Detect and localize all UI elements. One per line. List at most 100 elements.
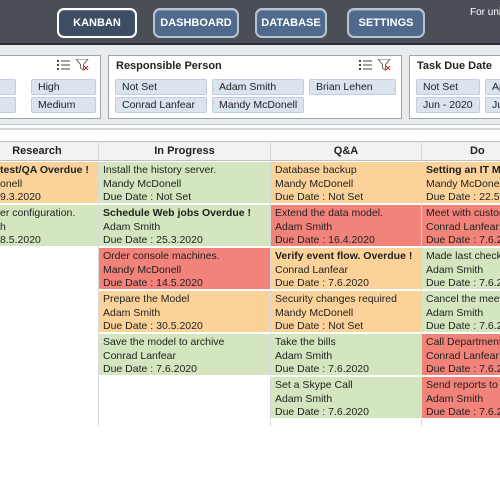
responsible-chip-brian-lehen[interactable]: Brian Lehen xyxy=(309,79,396,95)
task-card[interactable]: Cancel the meeti Adam Smith Due Date : 7… xyxy=(422,291,500,333)
task-card[interactable]: Save the model to archive Conrad Lanfear… xyxy=(99,334,271,376)
due-date-filter-panel: Task Due Date Not Set Ap Jun - 2020 Ju xyxy=(409,55,500,119)
task-title: test/QA Overdue ! xyxy=(0,164,89,176)
task-assignee: Mandy McDonell xyxy=(103,264,182,276)
task-card[interactable]: Made last check Adam Smith Due Date : 7.… xyxy=(422,248,500,290)
task-card[interactable]: Prepare the Model Adam Smith Due Date : … xyxy=(99,291,271,333)
due-chip-jun-2020[interactable]: Jun - 2020 xyxy=(416,97,480,113)
task-title: Install the history server. xyxy=(103,164,217,176)
task-assignee: h xyxy=(0,221,6,233)
column-header-research: Research xyxy=(0,141,99,161)
task-due-date: Due Date : 7.6.2020 xyxy=(275,406,369,418)
priority-chip-high[interactable]: High xyxy=(31,79,96,95)
board-divider xyxy=(0,128,500,130)
task-card[interactable]: Take the bills Adam Smith Due Date : 7.6… xyxy=(271,334,422,376)
task-card[interactable]: Extend the data model. Adam Smith Due Da… xyxy=(271,205,422,247)
task-title: Order console machines. xyxy=(103,250,220,262)
task-card[interactable]: Set a Skype Call Adam Smith Due Date : 7… xyxy=(271,377,422,419)
task-title: Database backup xyxy=(275,164,357,176)
task-title: Save the model to archive xyxy=(103,336,225,348)
priority-chip-cut-1[interactable] xyxy=(0,79,16,95)
task-assignee: Adam Smith xyxy=(426,393,484,405)
task-title: Meet with custon xyxy=(426,207,500,219)
column-header-in-progress: In Progress xyxy=(99,141,271,161)
multi-select-icon[interactable] xyxy=(57,59,70,71)
task-assignee: Mandy McDonell xyxy=(275,178,354,190)
column-header-qa: Q&A xyxy=(271,141,422,161)
priority-chip-cut-2[interactable] xyxy=(0,97,16,113)
multi-select-icon[interactable] xyxy=(359,59,372,71)
task-card[interactable]: Send reports to p Adam Smith Due Date : … xyxy=(422,377,500,419)
responsible-chip-mandy-mcdonell[interactable]: Mandy McDonell xyxy=(212,97,304,113)
task-title: Send reports to p xyxy=(426,379,500,391)
responsible-chip-conrad-lanfear[interactable]: Conrad Lanfear xyxy=(115,97,207,113)
task-assignee: Adam Smith xyxy=(103,307,161,319)
task-card[interactable]: Setting an IT Mee Mandy McDonell Due Dat… xyxy=(422,162,500,204)
task-due-date: Due Date : 22.5.20 xyxy=(426,191,500,203)
task-card[interactable]: Install the history server. Mandy McDone… xyxy=(99,162,271,204)
nav-bar-edge xyxy=(0,43,500,45)
column-separator xyxy=(98,141,99,426)
task-title: Verify event flow. Overdue ! xyxy=(275,250,413,262)
top-nav-bar: KANBAN DASHBOARD DATABASE SETTINGS For u… xyxy=(0,0,500,45)
priority-filter-icons xyxy=(57,59,89,71)
task-due-date: Due Date : 7.6.202 xyxy=(426,320,500,332)
clear-filter-icon[interactable] xyxy=(76,59,89,71)
top-info-text: For uni xyxy=(470,7,500,18)
task-assignee: Adam Smith xyxy=(103,221,161,233)
task-title: Setting an IT Mee xyxy=(426,164,500,176)
nav-database-button[interactable]: DATABASE xyxy=(255,8,327,38)
task-due-date: 8.5.2020 xyxy=(0,234,41,246)
task-assignee: Mandy McDonell xyxy=(426,178,500,190)
task-card[interactable]: Meet with custon Conrad Lanfear Due Date… xyxy=(422,205,500,247)
task-title: Made last check xyxy=(426,250,500,262)
responsible-filter-icons xyxy=(359,59,391,71)
responsible-chip-not-set[interactable]: Not Set xyxy=(115,79,207,95)
priority-chip-medium[interactable]: Medium xyxy=(31,97,96,113)
task-card[interactable]: Order console machines. Mandy McDonell D… xyxy=(99,248,271,290)
task-due-date: Due Date : 7.6.2020 xyxy=(103,363,197,375)
task-card[interactable]: Security changes required Mandy McDonell… xyxy=(271,291,422,333)
task-due-date: Due Date : Not Set xyxy=(103,191,192,203)
task-card[interactable]: Database backup Mandy McDonell Due Date … xyxy=(271,162,422,204)
task-assignee: Mandy McDonell xyxy=(103,178,182,190)
task-due-date: Due Date : 7.6.2020 xyxy=(275,363,369,375)
task-due-date: Due Date : 7.6.202 xyxy=(426,234,500,246)
task-assignee: Adam Smith xyxy=(275,393,333,405)
task-assignee: onell xyxy=(0,178,23,190)
task-due-date: Due Date : Not Set xyxy=(275,191,364,203)
task-card[interactable]: Verify event flow. Overdue ! Conrad Lanf… xyxy=(271,248,422,290)
task-assignee: Conrad Lanfear xyxy=(426,221,499,233)
due-chip-ju[interactable]: Ju xyxy=(485,97,500,113)
due-chip-not-set[interactable]: Not Set xyxy=(416,79,480,95)
task-card[interactable]: Call Department I Conrad Lanfear Due Dat… xyxy=(422,334,500,376)
responsible-filter-panel: Responsible Person Not Set Adam Smith Br… xyxy=(108,55,402,119)
task-assignee: Adam Smith xyxy=(426,264,484,276)
priority-filter-panel: High Medium xyxy=(0,55,101,119)
nav-dashboard-button[interactable]: DASHBOARD xyxy=(153,8,239,38)
task-card[interactable]: er configuration. h 8.5.2020 xyxy=(0,205,99,247)
nav-settings-button[interactable]: SETTINGS xyxy=(347,8,425,38)
task-assignee: Adam Smith xyxy=(275,350,333,362)
task-title: Call Department I xyxy=(426,336,500,348)
task-card[interactable]: Schedule Web jobs Overdue ! Adam Smith D… xyxy=(99,205,271,247)
task-card[interactable]: test/QA Overdue ! onell 9.3.2020 xyxy=(0,162,99,204)
task-title: er configuration. xyxy=(0,207,76,219)
task-due-date: Due Date : 16.4.2020 xyxy=(275,234,375,246)
responsible-chip-adam-smith[interactable]: Adam Smith xyxy=(212,79,304,95)
clear-filter-icon[interactable] xyxy=(378,59,391,71)
task-title: Security changes required xyxy=(275,293,397,305)
task-due-date: Due Date : 7.6.202 xyxy=(426,277,500,289)
task-due-date: Due Date : 25.3.2020 xyxy=(103,234,203,246)
task-title: Cancel the meeti xyxy=(426,293,500,305)
due-date-filter-title: Task Due Date xyxy=(417,60,492,72)
nav-kanban-button[interactable]: KANBAN xyxy=(57,8,137,38)
task-due-date: Due Date : Not Set xyxy=(275,320,364,332)
task-title: Extend the data model. xyxy=(275,207,383,219)
task-due-date: Due Date : 7.6.2020 xyxy=(275,277,369,289)
task-assignee: Mandy McDonell xyxy=(275,307,354,319)
task-due-date: 9.3.2020 xyxy=(0,191,41,203)
due-chip-ap[interactable]: Ap xyxy=(485,79,500,95)
task-due-date: Due Date : 7.6.202 xyxy=(426,406,500,418)
task-due-date: Due Date : 30.5.2020 xyxy=(103,320,203,332)
